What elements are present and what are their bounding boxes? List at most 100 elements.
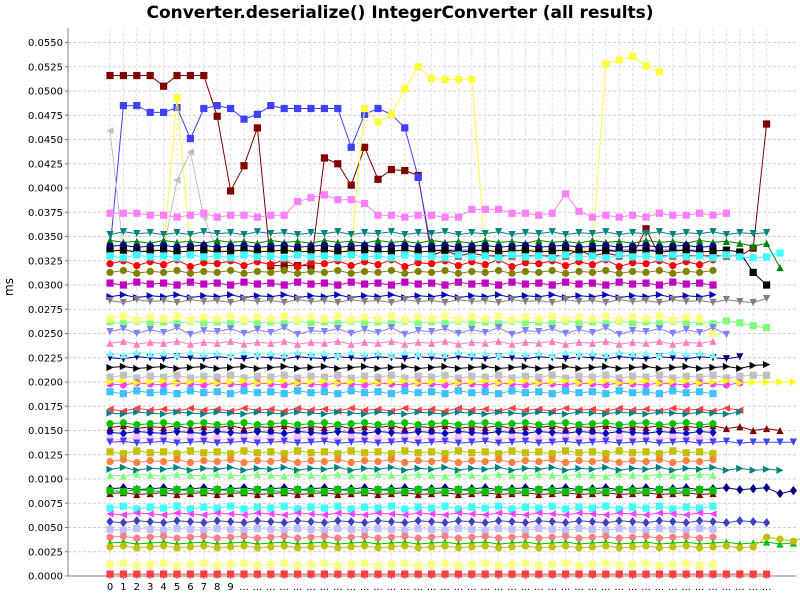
data-point (160, 428, 168, 439)
data-point (374, 279, 382, 287)
data-point (521, 377, 529, 385)
data-point (548, 510, 556, 518)
x-tick-label: ... (320, 582, 330, 593)
data-point (749, 254, 757, 262)
x-tick-label: ... (494, 582, 504, 593)
data-point (119, 511, 127, 519)
data-point (227, 517, 235, 527)
data-point (253, 372, 261, 380)
data-point (481, 205, 489, 213)
data-point (428, 543, 436, 551)
data-point (294, 570, 302, 578)
data-point (682, 526, 690, 535)
data-point (696, 490, 704, 499)
data-point (468, 543, 476, 551)
x-tick-label: 7 (201, 582, 207, 593)
data-point (629, 350, 637, 358)
data-point (454, 486, 462, 494)
data-point (454, 295, 462, 304)
data-point (696, 261, 704, 269)
data-point (481, 504, 489, 512)
data-point (588, 465, 596, 473)
data-point (535, 388, 543, 396)
data-point (414, 63, 422, 71)
data-point (481, 448, 489, 456)
data-point (495, 351, 503, 359)
data-point (414, 435, 422, 443)
data-point (146, 438, 154, 446)
data-point (307, 338, 315, 346)
data-point (682, 229, 690, 237)
data-point (160, 410, 168, 418)
data-point (387, 570, 395, 578)
data-point (548, 427, 556, 438)
data-point (468, 319, 476, 327)
data-point (722, 317, 730, 325)
data-point (334, 456, 342, 464)
data-point (227, 312, 235, 320)
data-point (160, 82, 168, 90)
data-point (575, 435, 583, 443)
data-point (414, 421, 422, 429)
data-point (682, 518, 690, 528)
data-point (361, 464, 369, 472)
data-point (655, 68, 663, 76)
data-point (173, 470, 181, 478)
data-point (454, 421, 462, 429)
data-point (655, 534, 664, 542)
data-point (280, 456, 288, 464)
data-point (696, 544, 704, 552)
data-point (320, 483, 328, 493)
data-point (495, 490, 503, 499)
data-point (119, 488, 127, 496)
data-point (642, 252, 650, 260)
data-point (347, 505, 355, 513)
data-point (682, 472, 690, 480)
data-point (454, 374, 462, 382)
data-point (119, 463, 127, 471)
data-point (173, 291, 181, 299)
data-point (347, 560, 355, 568)
data-point (602, 502, 610, 510)
data-point (200, 464, 208, 472)
data-point (200, 428, 208, 439)
data-point (669, 340, 677, 348)
data-point (146, 297, 154, 306)
data-point (763, 533, 771, 541)
x-tick-label: ... (574, 582, 584, 593)
data-point (374, 373, 382, 381)
data-point (682, 410, 690, 418)
series-line (109, 281, 714, 286)
data-point (575, 248, 583, 256)
data-point (789, 378, 797, 386)
data-point (267, 261, 275, 269)
data-point (495, 544, 503, 552)
data-point (160, 405, 168, 413)
data-point (213, 364, 221, 373)
data-point (454, 447, 462, 455)
data-point (160, 261, 168, 269)
data-point (253, 319, 261, 327)
data-point (535, 421, 543, 429)
data-point (763, 424, 771, 433)
data-point (428, 327, 436, 336)
data-point (320, 559, 328, 567)
data-point (294, 404, 302, 412)
data-point (387, 371, 395, 379)
data-point (133, 426, 141, 437)
data-point (682, 449, 690, 457)
data-point (441, 472, 449, 480)
data-point (387, 312, 395, 320)
series-28 (106, 408, 744, 418)
data-point (575, 449, 583, 457)
data-point (562, 190, 570, 198)
data-point (173, 320, 181, 328)
data-point (575, 464, 583, 472)
data-point (320, 542, 328, 550)
data-point (468, 338, 476, 346)
data-point (722, 483, 730, 493)
data-point (320, 457, 328, 466)
series-line (109, 356, 740, 360)
data-point (387, 502, 395, 510)
data-point (521, 319, 529, 327)
